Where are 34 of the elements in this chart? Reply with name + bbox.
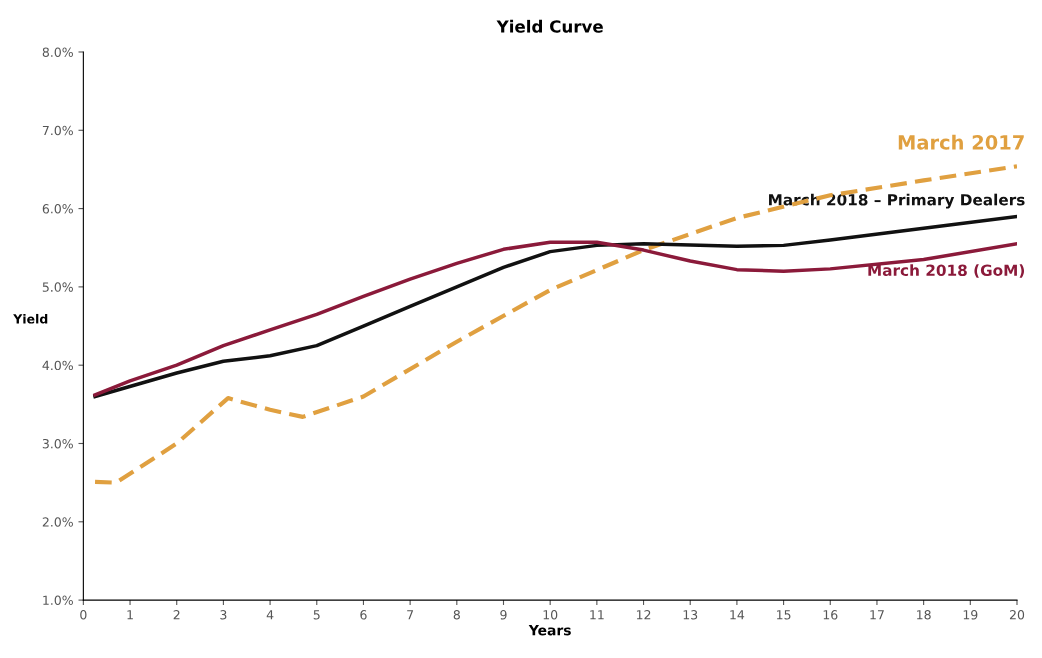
x-tick-label: 20 (1009, 610, 1025, 620)
x-tick-label: 15 (777, 610, 791, 620)
x-tick-label: 18 (917, 610, 931, 620)
x-tick-label: 0 (80, 610, 87, 620)
x-tick-label: 16 (823, 610, 838, 620)
y-tick-label: 3.0% (42, 438, 73, 449)
chart-title: Yield Curve (496, 19, 603, 33)
series-label: March 2017 (898, 134, 1024, 150)
y-tick-label: 4.0% (42, 360, 73, 371)
x-tick-label: 1 (127, 610, 133, 620)
x-tick-label: 17 (870, 610, 884, 620)
x-tick-label: 5 (313, 610, 320, 620)
x-tick-label: 3 (220, 610, 227, 620)
x-tick-label: 6 (360, 610, 367, 620)
x-tick-label: 9 (500, 610, 507, 620)
y-tick-label: 6.0% (42, 204, 73, 214)
y-tick-label: 8.0% (42, 47, 73, 57)
y-tick-label: 2.0% (42, 517, 73, 527)
x-axis-title: Years (528, 625, 571, 636)
x-tick-label: 7 (407, 610, 414, 620)
x-tick-label: 10 (543, 610, 558, 620)
x-tick-label: 2 (173, 610, 180, 620)
y-axis-title: Yield (13, 313, 48, 324)
series-label: March 2018 (GoM) (868, 264, 1025, 278)
x-tick-label: 14 (730, 610, 745, 620)
x-tick-label: 12 (636, 610, 651, 620)
y-tick-label: 5.0% (42, 282, 73, 292)
y-tick-label: 1.0% (43, 595, 73, 606)
x-tick-label: 19 (963, 610, 978, 620)
y-tick-label: 7.0% (42, 125, 73, 136)
x-tick-label: 13 (683, 610, 698, 620)
x-tick-label: 8 (453, 610, 460, 620)
x-tick-label: 11 (590, 610, 604, 620)
x-tick-label: 4 (266, 610, 274, 620)
